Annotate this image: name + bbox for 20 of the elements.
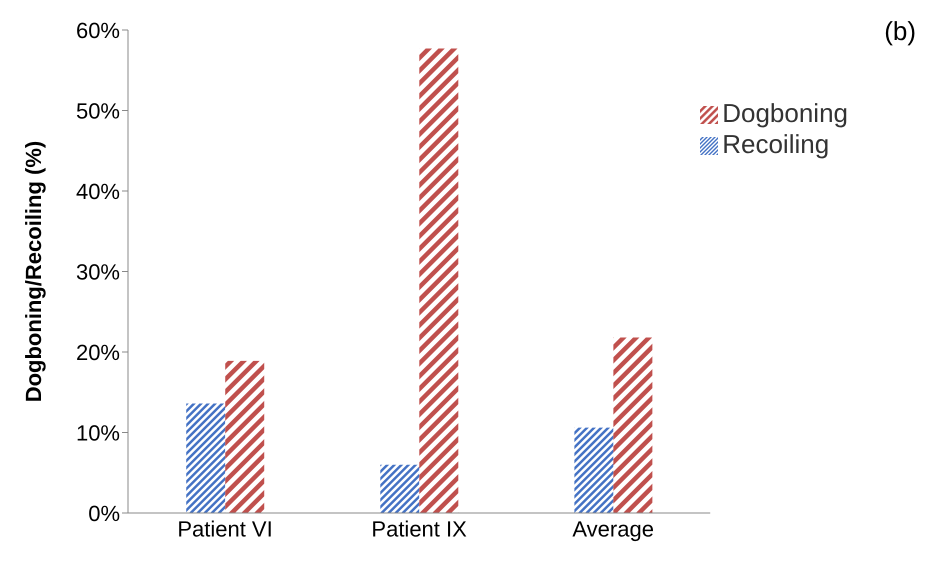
x-tick-label: Average: [572, 516, 654, 542]
bar: [419, 48, 458, 513]
x-tick-label: Patient IX: [371, 516, 468, 542]
y-tick-label: 20%: [76, 340, 120, 365]
bar: [574, 428, 614, 513]
y-tick-label: 60%: [76, 18, 120, 43]
bar: [613, 338, 652, 513]
y-tick-label: 0%: [88, 500, 120, 526]
bar: [225, 360, 264, 513]
bar: [380, 464, 420, 513]
y-tick-label: 40%: [76, 178, 120, 204]
bar: [186, 404, 226, 513]
legend-label: Dogboning: [722, 98, 848, 128]
legend-label: Recoiling: [722, 129, 830, 159]
y-tick-label: 50%: [76, 98, 120, 124]
y-tick-label: 10%: [76, 420, 120, 446]
x-tick-label: Patient VI: [177, 516, 273, 542]
y-tick-label: 30%: [76, 259, 120, 284]
y-axis-title: Dogboning/Recoiling (%): [20, 140, 46, 402]
text: (b): [884, 16, 916, 47]
